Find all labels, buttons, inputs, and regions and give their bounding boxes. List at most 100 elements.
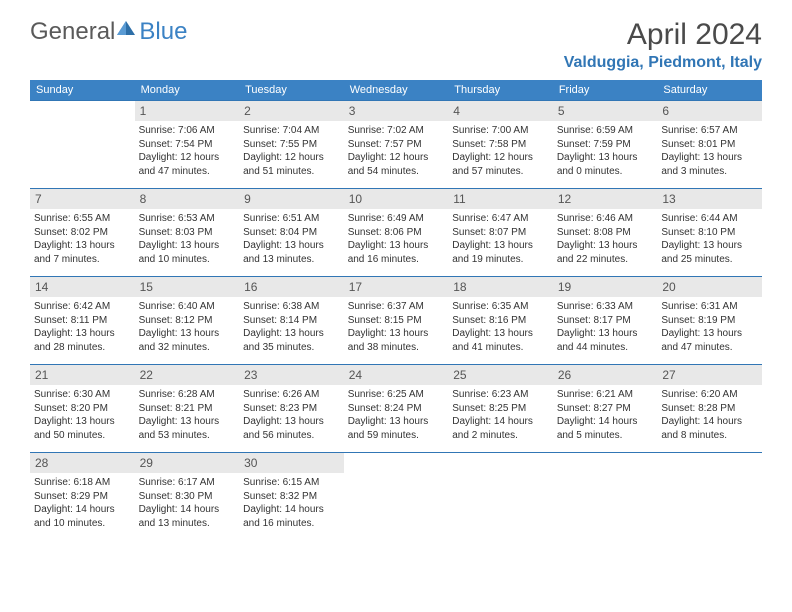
calendar-cell: 15Sunrise: 6:40 AMSunset: 8:12 PMDayligh… xyxy=(135,277,240,365)
sunset-line: Sunset: 8:14 PM xyxy=(243,314,340,328)
day-header: Monday xyxy=(135,80,240,101)
day-number: 19 xyxy=(553,277,658,297)
day-number: 6 xyxy=(657,101,762,121)
sunset-line: Sunset: 8:02 PM xyxy=(34,226,131,240)
daylight-line: Daylight: 13 hours and 25 minutes. xyxy=(661,239,758,266)
sunset-line: Sunset: 8:10 PM xyxy=(661,226,758,240)
sunset-line: Sunset: 8:28 PM xyxy=(661,402,758,416)
daylight-line: Daylight: 13 hours and 10 minutes. xyxy=(139,239,236,266)
daylight-line: Daylight: 13 hours and 41 minutes. xyxy=(452,327,549,354)
sunset-line: Sunset: 8:19 PM xyxy=(661,314,758,328)
calendar-cell: 30Sunrise: 6:15 AMSunset: 8:32 PMDayligh… xyxy=(239,453,344,545)
sunrise-line: Sunrise: 6:18 AM xyxy=(34,476,131,490)
calendar-cell: 3Sunrise: 7:02 AMSunset: 7:57 PMDaylight… xyxy=(344,101,449,189)
sunrise-line: Sunrise: 6:25 AM xyxy=(348,388,445,402)
sunrise-line: Sunrise: 6:57 AM xyxy=(661,124,758,138)
day-number: 11 xyxy=(448,189,553,209)
calendar-cell: 26Sunrise: 6:21 AMSunset: 8:27 PMDayligh… xyxy=(553,365,658,453)
daylight-line: Daylight: 13 hours and 0 minutes. xyxy=(557,151,654,178)
sunrise-line: Sunrise: 6:17 AM xyxy=(139,476,236,490)
calendar-cell-empty xyxy=(344,453,449,545)
day-number: 9 xyxy=(239,189,344,209)
calendar-cell: 21Sunrise: 6:30 AMSunset: 8:20 PMDayligh… xyxy=(30,365,135,453)
day-number: 8 xyxy=(135,189,240,209)
day-header: Thursday xyxy=(448,80,553,101)
calendar-cell: 8Sunrise: 6:53 AMSunset: 8:03 PMDaylight… xyxy=(135,189,240,277)
sunrise-line: Sunrise: 6:47 AM xyxy=(452,212,549,226)
logo-text-blue: Blue xyxy=(139,18,187,46)
calendar-cell: 25Sunrise: 6:23 AMSunset: 8:25 PMDayligh… xyxy=(448,365,553,453)
sunrise-line: Sunrise: 7:04 AM xyxy=(243,124,340,138)
calendar-cell-empty xyxy=(448,453,553,545)
daylight-line: Daylight: 14 hours and 16 minutes. xyxy=(243,503,340,530)
daylight-line: Daylight: 14 hours and 5 minutes. xyxy=(557,415,654,442)
sunset-line: Sunset: 8:17 PM xyxy=(557,314,654,328)
sunset-line: Sunset: 8:25 PM xyxy=(452,402,549,416)
logo-sail-icon xyxy=(115,19,137,37)
sunset-line: Sunset: 8:04 PM xyxy=(243,226,340,240)
day-number: 13 xyxy=(657,189,762,209)
day-number: 17 xyxy=(344,277,449,297)
calendar-cell: 28Sunrise: 6:18 AMSunset: 8:29 PMDayligh… xyxy=(30,453,135,545)
day-number: 29 xyxy=(135,453,240,473)
sunrise-line: Sunrise: 6:30 AM xyxy=(34,388,131,402)
sunrise-line: Sunrise: 6:40 AM xyxy=(139,300,236,314)
sunrise-line: Sunrise: 6:42 AM xyxy=(34,300,131,314)
day-number: 10 xyxy=(344,189,449,209)
calendar-cell: 2Sunrise: 7:04 AMSunset: 7:55 PMDaylight… xyxy=(239,101,344,189)
day-number: 25 xyxy=(448,365,553,385)
sunrise-line: Sunrise: 6:49 AM xyxy=(348,212,445,226)
calendar-cell-empty xyxy=(30,101,135,189)
daylight-line: Daylight: 13 hours and 50 minutes. xyxy=(34,415,131,442)
daylight-line: Daylight: 12 hours and 54 minutes. xyxy=(348,151,445,178)
sunset-line: Sunset: 7:54 PM xyxy=(139,138,236,152)
sunset-line: Sunset: 8:21 PM xyxy=(139,402,236,416)
sunset-line: Sunset: 8:27 PM xyxy=(557,402,654,416)
daylight-line: Daylight: 14 hours and 8 minutes. xyxy=(661,415,758,442)
calendar-table: SundayMondayTuesdayWednesdayThursdayFrid… xyxy=(30,80,762,545)
calendar-cell: 6Sunrise: 6:57 AMSunset: 8:01 PMDaylight… xyxy=(657,101,762,189)
calendar-cell: 24Sunrise: 6:25 AMSunset: 8:24 PMDayligh… xyxy=(344,365,449,453)
sunrise-line: Sunrise: 6:44 AM xyxy=(661,212,758,226)
day-number: 22 xyxy=(135,365,240,385)
sunrise-line: Sunrise: 6:46 AM xyxy=(557,212,654,226)
sunrise-line: Sunrise: 6:35 AM xyxy=(452,300,549,314)
calendar-cell: 27Sunrise: 6:20 AMSunset: 8:28 PMDayligh… xyxy=(657,365,762,453)
calendar-cell: 23Sunrise: 6:26 AMSunset: 8:23 PMDayligh… xyxy=(239,365,344,453)
sunrise-line: Sunrise: 6:37 AM xyxy=(348,300,445,314)
day-header: Wednesday xyxy=(344,80,449,101)
sunset-line: Sunset: 7:59 PM xyxy=(557,138,654,152)
daylight-line: Daylight: 14 hours and 13 minutes. xyxy=(139,503,236,530)
sunset-line: Sunset: 8:20 PM xyxy=(34,402,131,416)
sunset-line: Sunset: 8:08 PM xyxy=(557,226,654,240)
day-header: Tuesday xyxy=(239,80,344,101)
calendar-cell: 12Sunrise: 6:46 AMSunset: 8:08 PMDayligh… xyxy=(553,189,658,277)
sunrise-line: Sunrise: 6:55 AM xyxy=(34,212,131,226)
daylight-line: Daylight: 13 hours and 28 minutes. xyxy=(34,327,131,354)
day-number: 18 xyxy=(448,277,553,297)
daylight-line: Daylight: 14 hours and 2 minutes. xyxy=(452,415,549,442)
sunset-line: Sunset: 8:03 PM xyxy=(139,226,236,240)
sunrise-line: Sunrise: 7:02 AM xyxy=(348,124,445,138)
calendar-cell: 29Sunrise: 6:17 AMSunset: 8:30 PMDayligh… xyxy=(135,453,240,545)
calendar-cell: 19Sunrise: 6:33 AMSunset: 8:17 PMDayligh… xyxy=(553,277,658,365)
sunset-line: Sunset: 8:01 PM xyxy=(661,138,758,152)
day-number: 7 xyxy=(30,189,135,209)
day-number: 24 xyxy=(344,365,449,385)
sunset-line: Sunset: 8:32 PM xyxy=(243,490,340,504)
calendar-cell: 9Sunrise: 6:51 AMSunset: 8:04 PMDaylight… xyxy=(239,189,344,277)
sunrise-line: Sunrise: 7:00 AM xyxy=(452,124,549,138)
daylight-line: Daylight: 13 hours and 19 minutes. xyxy=(452,239,549,266)
day-number: 5 xyxy=(553,101,658,121)
day-number: 30 xyxy=(239,453,344,473)
day-number: 16 xyxy=(239,277,344,297)
header: General Blue April 2024 Valduggia, Piedm… xyxy=(0,0,792,80)
sunrise-line: Sunrise: 6:51 AM xyxy=(243,212,340,226)
day-header: Sunday xyxy=(30,80,135,101)
calendar-cell-empty xyxy=(657,453,762,545)
calendar-cell-empty xyxy=(553,453,658,545)
daylight-line: Daylight: 12 hours and 47 minutes. xyxy=(139,151,236,178)
page-title: April 2024 xyxy=(564,18,762,52)
sunset-line: Sunset: 8:06 PM xyxy=(348,226,445,240)
calendar-cell: 4Sunrise: 7:00 AMSunset: 7:58 PMDaylight… xyxy=(448,101,553,189)
